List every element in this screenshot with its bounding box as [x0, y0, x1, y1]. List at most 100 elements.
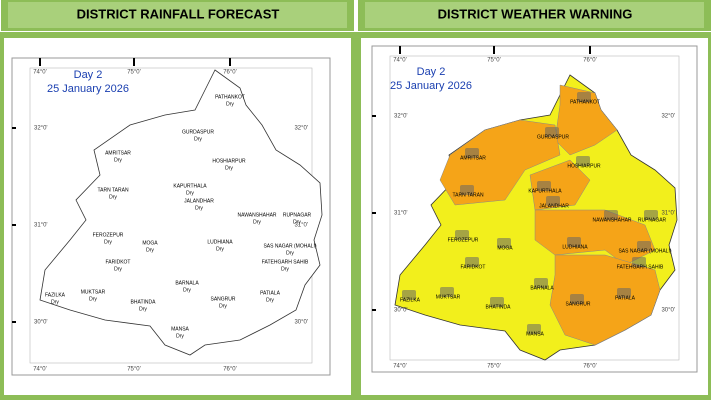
weather-icon — [576, 156, 590, 166]
district-name: FAZILKA — [400, 297, 421, 303]
district-name: FAZILKA — [45, 292, 66, 298]
lon-label: 75°0' — [487, 364, 501, 370]
header-inner — [8, 2, 347, 28]
weather-icon — [546, 196, 560, 206]
district-status: Dry — [176, 333, 184, 339]
district-name: MUKTSAR — [81, 289, 106, 295]
day-label: Day 2 — [417, 66, 446, 78]
weather-icon — [567, 237, 581, 247]
lat-label: 31°0' — [394, 211, 408, 217]
district-status: Dry — [225, 165, 233, 171]
district-name: KAPURTHALA — [528, 188, 562, 194]
weather-icon — [632, 257, 646, 267]
district-name: MANSA — [526, 331, 544, 337]
map: PATHANKOT GURDASPUR AMRITSAR HOSHIARPUR TARN… — [394, 74, 678, 361]
lon-label: 76°0' — [583, 58, 597, 64]
panel-title: DISTRICT RAINFALL FORECAST — [77, 6, 280, 21]
lat-label: 31°0' — [34, 223, 48, 229]
district-status: Dry — [194, 136, 202, 142]
district-name: TARN TARAN — [452, 192, 484, 198]
district-name: GURDASPUR — [537, 134, 569, 140]
header-inner — [365, 2, 704, 28]
weather-icon — [402, 290, 416, 300]
weather-icon — [455, 230, 469, 240]
weather-icon — [644, 210, 658, 220]
lat-label: 32°0' — [294, 126, 308, 132]
lon-label: 76°0' — [223, 367, 237, 373]
district-name: JALANDHAR — [184, 198, 214, 204]
warning-region — [439, 119, 561, 206]
district-name: BHATINDA — [131, 299, 157, 305]
district-status: Dry — [286, 250, 294, 256]
district-status: Dry — [293, 219, 301, 225]
district-name: TARN TARAN — [97, 187, 129, 193]
map-inner-frame — [389, 55, 680, 361]
district-status: Dry — [51, 299, 59, 305]
district-name: MUKTSAR — [436, 294, 461, 300]
lat-label: 32°0' — [394, 114, 408, 120]
weather-icon — [570, 294, 584, 304]
weather-icon — [490, 297, 504, 307]
weather-icon — [465, 257, 479, 267]
district-status: Dry — [139, 306, 147, 312]
district-name: PATIALA — [615, 295, 635, 301]
lon-label: 75°0' — [127, 70, 141, 76]
district-status: Dry — [146, 247, 154, 253]
weather-icon — [537, 181, 551, 191]
lat-label: 32°0' — [34, 126, 48, 132]
district-name: BHATINDA — [486, 304, 512, 310]
district-name: SANGRUR — [210, 296, 235, 302]
district-name: FEROZEPUR — [93, 232, 124, 238]
district-status: Dry — [253, 219, 261, 225]
district-name: RUPNAGAR — [283, 212, 312, 218]
lon-label: 76°0' — [583, 364, 597, 370]
district-name: GURDASPUR — [182, 129, 214, 135]
district-name: NAWANSHAHAR — [237, 212, 276, 218]
weather-icon — [577, 92, 591, 102]
weather-icon — [545, 127, 559, 137]
district-status: Dry — [114, 266, 122, 272]
district-name: FARIDKOT — [460, 264, 485, 270]
weather-icon — [527, 324, 541, 334]
lon-label: 74°0' — [393, 364, 407, 370]
day-label: Day 2 — [74, 69, 103, 81]
district-name: KAPURTHALA — [173, 183, 207, 189]
district-name: LUDHIANA — [562, 244, 588, 250]
district-name: MOGA — [142, 240, 158, 246]
district-status: Dry — [195, 205, 203, 211]
lat-label: 30°0' — [294, 320, 308, 326]
district-name: FATEHGARH SAHIB — [262, 259, 309, 265]
district-status: Dry — [219, 303, 227, 309]
district-name: LUDHIANA — [207, 239, 233, 245]
district-name: MANSA — [171, 326, 189, 332]
district-status: Dry — [186, 190, 194, 196]
district-status: Dry — [266, 297, 274, 303]
lon-label: 75°0' — [127, 367, 141, 373]
district-name: HOSHIARPUR — [212, 158, 246, 164]
lon-label: 74°0' — [393, 58, 407, 64]
weather-icon — [534, 278, 548, 288]
district-status: Dry — [114, 157, 122, 163]
district-name: SANGRUR — [565, 301, 590, 307]
lon-label: 74°0' — [33, 70, 47, 76]
lon-label: 75°0' — [487, 58, 501, 64]
district-name: RUPNAGAR — [638, 217, 667, 223]
weather-icon — [460, 185, 474, 195]
district-name: MOGA — [497, 245, 513, 251]
district-status: Dry — [109, 194, 117, 200]
district-status: Dry — [89, 296, 97, 302]
district-name: FEROZEPUR — [448, 237, 479, 243]
district-name: FATEHGARH SAHIB — [617, 264, 664, 270]
state-outline — [39, 69, 323, 356]
district-status: Dry — [281, 266, 289, 272]
warning-region — [554, 84, 618, 156]
weather-icon — [465, 148, 479, 158]
lon-label: 76°0' — [223, 70, 237, 76]
lon-label: 74°0' — [33, 367, 47, 373]
district-name: PATIALA — [260, 290, 280, 296]
lat-label: 32°0' — [661, 114, 675, 120]
district-name: NAWANSHAHAR — [592, 217, 631, 223]
lat-label: 31°0' — [661, 211, 675, 217]
